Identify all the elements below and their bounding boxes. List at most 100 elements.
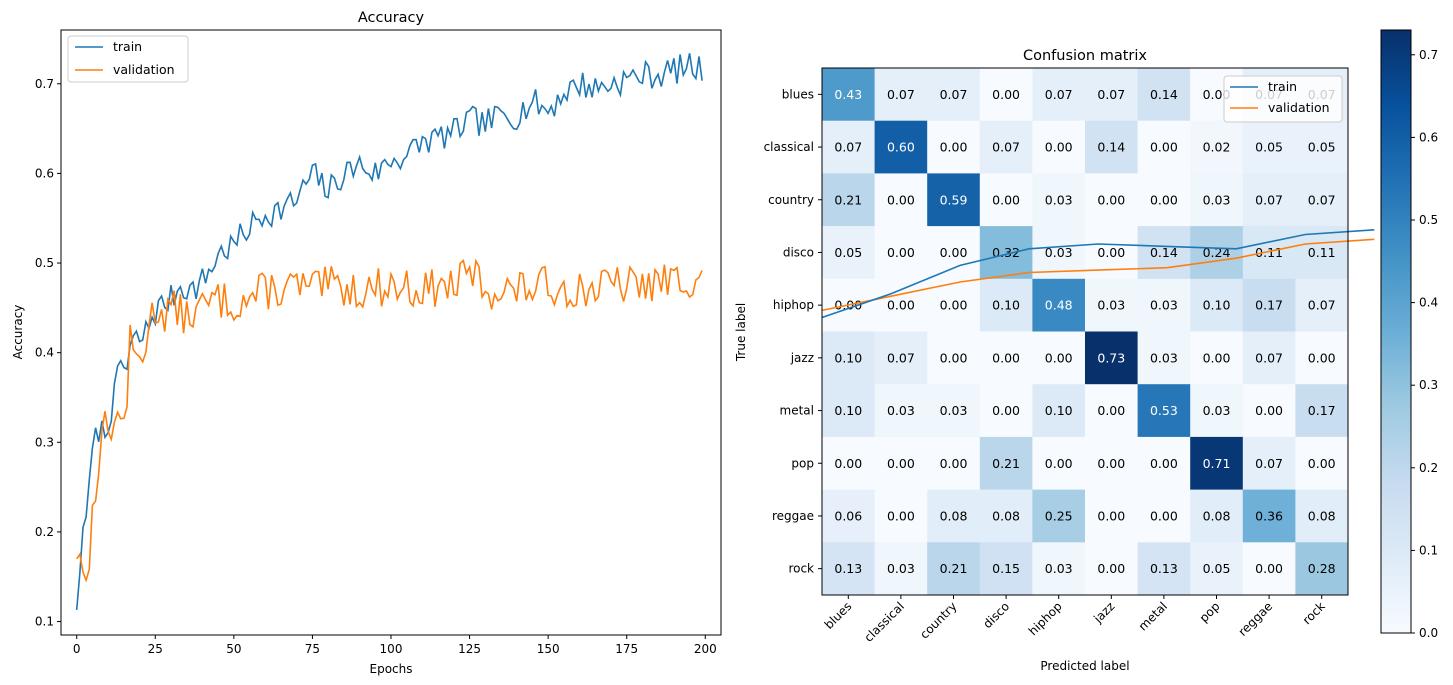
confusion-matrix-overlay-lines [821, 229, 1375, 319]
heatmap-cell [1137, 278, 1191, 332]
x-tick-label: 50 [226, 642, 241, 656]
x-tick-label: pop [1197, 599, 1223, 625]
legend-train-label: train [113, 39, 142, 54]
colorbar-ticks: 0.0 0.1 0.2 0.3 0.4 0.5 0.6 0.7 [1411, 48, 1438, 640]
heatmap-cell [1295, 331, 1349, 385]
heatmap-cell [874, 542, 928, 596]
cell-value-label: 0.00 [1150, 456, 1178, 471]
overlay-line-train [821, 229, 1375, 319]
x-tick-label: 75 [305, 642, 320, 656]
heatmap-cell [874, 489, 928, 543]
colorbar-tick-label: 0.6 [1419, 130, 1438, 144]
x-tick-label: 125 [458, 642, 481, 656]
cell-value-label: 0.07 [1308, 298, 1336, 313]
x-tick-label: rock [1300, 599, 1328, 627]
cell-value-label: 0.25 [1045, 508, 1073, 523]
heatmap-cell [979, 226, 1033, 280]
colorbar-tick-label: 0.5 [1419, 213, 1438, 227]
heatmap-cell [1190, 436, 1244, 491]
cell-value-label: 0.00 [1045, 140, 1073, 155]
heatmap-cell [874, 278, 928, 332]
colorbar: 0.0 0.1 0.2 0.3 0.4 0.5 0.6 0.7 [1380, 29, 1438, 640]
series-line-train [75, 53, 703, 610]
cell-value-label: 0.00 [887, 508, 915, 523]
x-tick-label: jazz [1090, 599, 1117, 626]
cell-value-label: 0.71 [1203, 456, 1231, 471]
confusion-matrix-y-ticks: blues classical country disco hiphop jazz meta… [764, 87, 822, 576]
cell-value-label: 0.00 [940, 245, 968, 260]
cell-value-label: 0.00 [992, 192, 1020, 207]
heatmap-cell [1085, 489, 1139, 543]
cm-legend-train-label: train [1268, 79, 1297, 94]
cell-value-label: 0.00 [1308, 350, 1336, 365]
heatmap-cell [927, 68, 981, 122]
x-tick-label: blues [822, 599, 855, 632]
cell-value-label: 0.08 [992, 508, 1020, 523]
heatmap-cell [1137, 384, 1191, 438]
cell-value-label: 0.28 [1308, 561, 1336, 576]
cell-value-label: 0.07 [992, 140, 1020, 155]
cell-value-label: 0.07 [887, 350, 915, 365]
cell-value-label: 0.00 [1255, 561, 1283, 576]
cell-value-label: 0.00 [1255, 403, 1283, 418]
cell-value-label: 0.03 [1045, 561, 1073, 576]
cell-value-label: 0.00 [992, 403, 1020, 418]
colorbar-tick-label: 0.3 [1419, 378, 1438, 392]
accuracy-x-axis-label: Epochs [370, 662, 413, 676]
y-tick-label: 0.7 [35, 77, 54, 91]
accuracy-y-ticks: 0.1 0.2 0.3 0.4 0.5 0.6 0.7 [35, 77, 61, 629]
cell-value-label: 0.00 [1097, 561, 1125, 576]
heatmap-cell [1137, 542, 1191, 596]
heatmap-cell [979, 120, 1033, 174]
cell-value-label: 0.00 [1045, 350, 1073, 365]
cell-value-label: 0.14 [1097, 140, 1125, 155]
cell-value-label: 0.05 [1203, 561, 1231, 576]
accuracy-x-ticks: 0 25 50 75 100 125 150 175 200 [73, 635, 717, 656]
y-tick-label: 0.2 [35, 525, 54, 539]
cell-value-label: 0.53 [1150, 403, 1178, 418]
y-tick-label: pop [791, 456, 814, 470]
cell-value-label: 0.00 [887, 245, 915, 260]
y-tick-label: 0.6 [35, 166, 54, 180]
y-tick-label: metal [780, 404, 814, 418]
cell-value-label: 0.07 [834, 140, 862, 155]
cell-value-label: 0.07 [940, 87, 968, 102]
cell-value-label: 0.00 [940, 350, 968, 365]
heatmap-cell [1137, 120, 1191, 174]
cell-value-label: 0.07 [1255, 192, 1283, 207]
accuracy-lines [75, 53, 703, 610]
colorbar-tick-label: 0.2 [1419, 461, 1438, 475]
cell-value-label: 0.10 [834, 350, 862, 365]
heatmap-cell [1137, 173, 1191, 227]
confusion-matrix-x-axis-label: Predicted label [1040, 659, 1129, 673]
heatmap-cell [822, 542, 876, 596]
confusion-matrix-legend: train validation [1223, 75, 1343, 123]
heatmap-cell [1242, 331, 1296, 385]
heatmap-cell [1137, 489, 1191, 543]
y-tick-label: 0.5 [35, 256, 54, 270]
cell-value-label: 0.11 [1308, 245, 1336, 260]
y-tick-label: blues [782, 87, 814, 101]
x-tick-label: 200 [694, 642, 717, 656]
heatmap-cell [1032, 436, 1086, 491]
cell-value-label: 0.60 [887, 140, 915, 155]
heatmap-cell [979, 542, 1033, 596]
heatmap-cell [1190, 278, 1244, 332]
confusion-matrix-x-ticks: blues classical country disco hiphop jazz meta… [822, 595, 1328, 645]
heatmap-cell [1242, 436, 1296, 491]
accuracy-y-axis-label: Accuracy [11, 305, 25, 360]
cell-value-label: 0.21 [992, 456, 1020, 471]
heatmap-cell [1032, 120, 1086, 174]
heatmap-cell [1085, 278, 1139, 332]
heatmap-cell [1085, 68, 1139, 122]
cell-value-label: 0.02 [1203, 140, 1231, 155]
x-tick-label: 175 [615, 642, 638, 656]
heatmap-cell [874, 68, 928, 122]
cell-value-label: 0.17 [1255, 298, 1283, 313]
confusion-matrix-y-axis-label: True label [734, 303, 748, 362]
series-line-validation [76, 258, 703, 583]
cell-value-label: 0.48 [1045, 298, 1073, 313]
cell-value-label: 0.03 [1150, 350, 1178, 365]
cell-value-label: 0.15 [992, 561, 1020, 576]
